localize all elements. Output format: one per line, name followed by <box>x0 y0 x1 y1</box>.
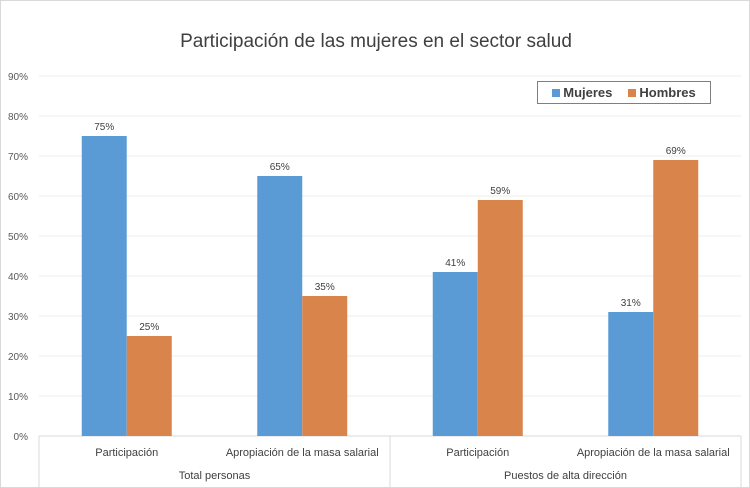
legend: Mujeres Hombres <box>537 81 711 104</box>
bar-mujeres <box>608 312 654 436</box>
legend-swatch-hombres <box>628 88 637 97</box>
bar-hombres <box>477 200 523 436</box>
x-category-label: Apropiación de la masa salarial <box>226 447 379 459</box>
y-tick-label: 40% <box>8 272 28 283</box>
y-tick-label: 30% <box>8 312 28 323</box>
x-group-label: Total personas <box>179 470 251 482</box>
chart-title: Participación de las mujeres en el secto… <box>180 31 572 52</box>
data-label: 59% <box>490 186 510 197</box>
y-tick-label: 80% <box>8 112 28 123</box>
data-label: 41% <box>445 258 465 269</box>
y-tick-label: 70% <box>8 152 28 163</box>
legend-label: Hombres <box>639 85 696 100</box>
x-category-label: Participación <box>95 447 158 459</box>
y-tick-label: 20% <box>8 352 28 363</box>
x-category-label: Participación <box>446 447 509 459</box>
y-tick-label: 0% <box>14 432 29 443</box>
data-label: 69% <box>666 146 686 157</box>
bar-hombres <box>302 296 348 436</box>
x-group-label: Puestos de alta dirección <box>504 470 627 482</box>
data-label: 75% <box>94 122 114 133</box>
data-label: 35% <box>315 282 335 293</box>
y-tick-label: 60% <box>8 192 28 203</box>
bar-mujeres <box>81 136 127 436</box>
legend-item-hombres: Hombres <box>628 85 696 100</box>
bar-mujeres <box>257 176 303 436</box>
legend-item-mujeres: Mujeres <box>552 85 612 100</box>
y-tick-label: 90% <box>8 72 28 83</box>
y-tick-label: 10% <box>8 392 28 403</box>
y-tick-label: 50% <box>8 232 28 243</box>
bar-hombres <box>653 160 699 436</box>
legend-swatch-mujeres <box>552 88 561 97</box>
data-label: 65% <box>270 162 290 173</box>
bar-hombres <box>126 336 172 436</box>
data-label: 25% <box>139 322 159 333</box>
bar-mujeres <box>432 272 478 436</box>
x-category-label: Apropiación de la masa salarial <box>577 447 730 459</box>
data-label: 31% <box>621 298 641 309</box>
legend-label: Mujeres <box>563 85 613 100</box>
